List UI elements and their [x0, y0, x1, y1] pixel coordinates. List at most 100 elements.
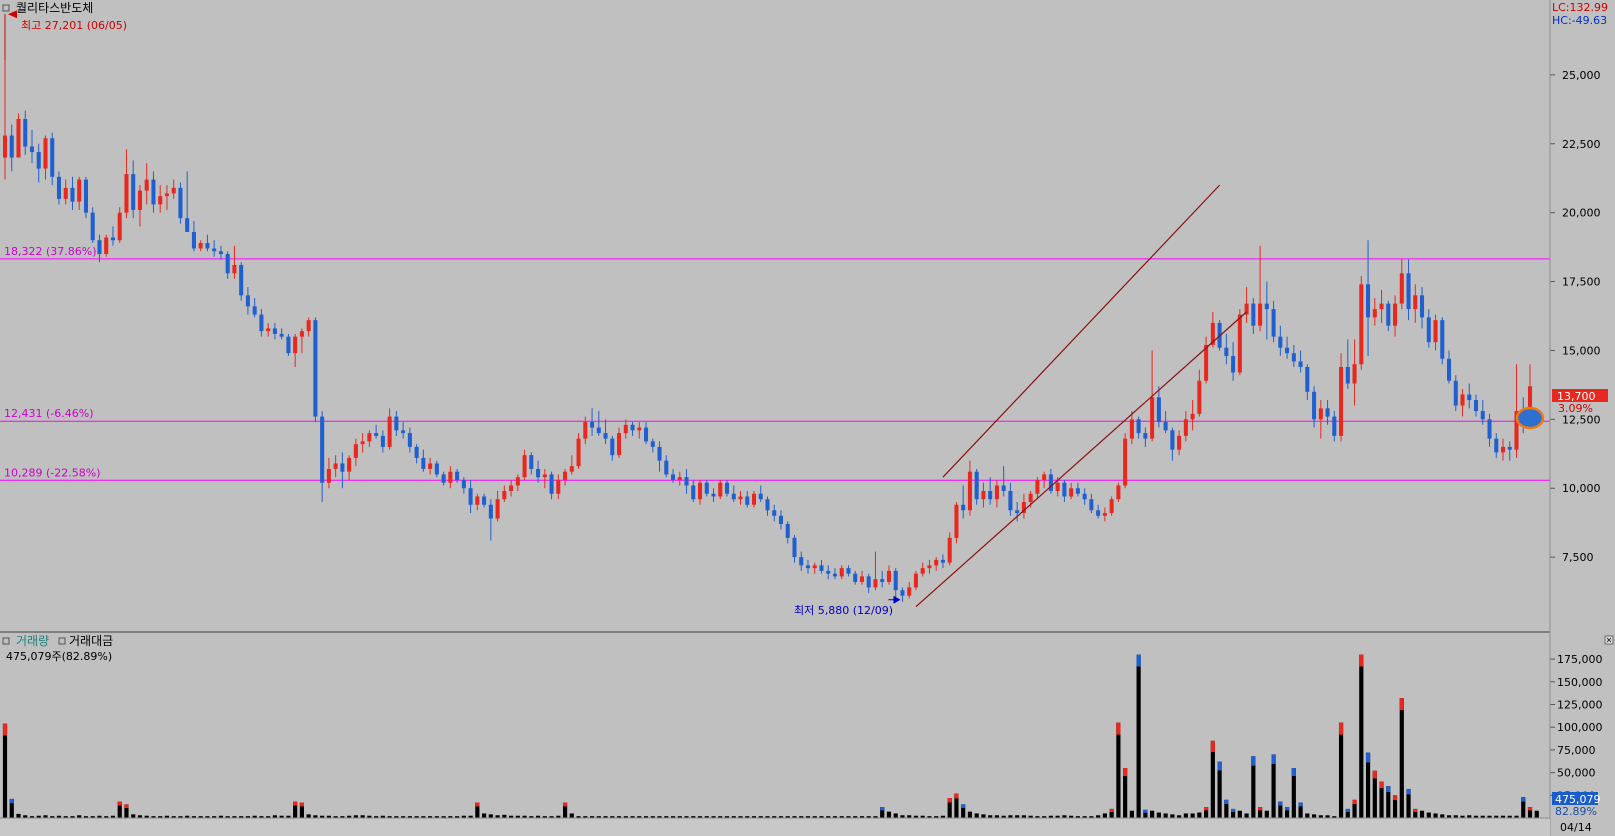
candle[interactable]	[252, 298, 257, 318]
volume-bar[interactable]	[1487, 815, 1492, 818]
volume-bar[interactable]	[765, 816, 770, 818]
candle[interactable]	[1237, 309, 1242, 376]
volume-bar[interactable]	[104, 816, 109, 818]
volume-bar[interactable]	[1521, 797, 1526, 818]
candle[interactable]	[1406, 259, 1411, 321]
candle[interactable]	[1447, 350, 1452, 384]
volume-bar[interactable]	[1163, 813, 1168, 818]
candle[interactable]	[320, 411, 325, 502]
volume-bar[interactable]	[1156, 812, 1161, 818]
candle[interactable]	[832, 568, 838, 580]
candle[interactable]	[1440, 317, 1445, 365]
volume-bar[interactable]	[279, 815, 284, 818]
candle[interactable]	[164, 185, 169, 210]
volume-bar[interactable]	[812, 816, 817, 818]
volume-bar[interactable]	[225, 816, 230, 818]
volume-bar[interactable]	[805, 816, 811, 818]
volume-bar[interactable]	[778, 816, 784, 818]
volume-bar[interactable]	[2, 723, 8, 818]
candle[interactable]	[1514, 364, 1519, 458]
volume-bar[interactable]	[137, 815, 143, 818]
candle[interactable]	[1062, 479, 1067, 502]
candle[interactable]	[1480, 400, 1485, 425]
candle[interactable]	[1204, 336, 1209, 384]
volume-bar[interactable]	[893, 813, 898, 818]
candle[interactable]	[515, 474, 520, 491]
volume-bar[interactable]	[1500, 815, 1506, 818]
candle[interactable]	[137, 185, 142, 227]
volume-bar[interactable]	[745, 816, 750, 818]
candle[interactable]	[1487, 413, 1492, 447]
volume-bar[interactable]	[1372, 770, 1377, 818]
volume-bar[interactable]	[1514, 815, 1519, 818]
candle[interactable]	[1197, 369, 1202, 417]
volume-bar[interactable]	[110, 815, 116, 818]
candle[interactable]	[751, 490, 757, 508]
candle[interactable]	[1399, 259, 1404, 310]
candle[interactable]	[212, 240, 217, 257]
volume-bar[interactable]	[158, 816, 163, 818]
channel-upper-line[interactable]	[942, 184, 1221, 478]
volume-bar[interactable]	[306, 814, 311, 818]
volume-bar[interactable]	[394, 816, 399, 818]
candle[interactable]	[97, 234, 102, 263]
candle[interactable]	[421, 449, 426, 472]
volume-bar[interactable]	[974, 813, 979, 818]
candle[interactable]	[90, 207, 95, 243]
volume-bar[interactable]	[1150, 810, 1155, 818]
volume-bar[interactable]	[846, 816, 851, 818]
candle[interactable]	[1433, 314, 1438, 351]
candle[interactable]	[225, 251, 230, 279]
volume-bar[interactable]	[1204, 807, 1209, 818]
volume-bar[interactable]	[873, 816, 878, 818]
volume-bar[interactable]	[1399, 698, 1404, 818]
volume-bar[interactable]	[677, 816, 682, 818]
candle[interactable]	[1460, 389, 1465, 417]
volume-bar[interactable]	[1527, 807, 1533, 818]
volume-bar[interactable]	[353, 815, 358, 818]
candle[interactable]	[448, 466, 453, 489]
volume-bar[interactable]	[738, 816, 743, 818]
volume-bar[interactable]	[1257, 807, 1263, 818]
candle[interactable]	[569, 455, 574, 475]
volume-bar[interactable]	[562, 802, 568, 818]
candle[interactable]	[124, 149, 129, 219]
volume-pane-close-icon[interactable]	[1604, 635, 1614, 645]
volume-bar[interactable]	[1473, 815, 1479, 818]
volume-bar[interactable]	[826, 816, 831, 818]
volume-bar[interactable]	[1089, 816, 1094, 818]
candle[interactable]	[502, 485, 507, 502]
candle[interactable]	[63, 179, 68, 205]
candle[interactable]	[293, 333, 298, 367]
candle[interactable]	[846, 565, 851, 577]
volume-bar[interactable]	[56, 815, 62, 818]
candle[interactable]	[772, 504, 777, 522]
volume-bar[interactable]	[1406, 788, 1411, 818]
volume-bar[interactable]	[43, 815, 48, 818]
candle[interactable]	[603, 419, 608, 445]
candle[interactable]	[1035, 477, 1040, 500]
candle[interactable]	[1008, 482, 1013, 516]
volume-bar[interactable]	[1379, 781, 1384, 818]
volume-bar[interactable]	[1136, 654, 1141, 818]
volume-bar[interactable]	[1467, 815, 1472, 818]
trading-value-legend-label[interactable]: 거래대금	[69, 634, 113, 648]
volume-bar[interactable]	[266, 816, 271, 818]
candle[interactable]	[279, 328, 284, 340]
volume-bar[interactable]	[185, 815, 190, 818]
volume-bar[interactable]	[1224, 799, 1229, 818]
volume-bar[interactable]	[77, 815, 82, 818]
volume-bar[interactable]	[961, 804, 966, 818]
candle[interactable]	[455, 468, 460, 483]
candle[interactable]	[610, 435, 615, 461]
candle[interactable]	[907, 581, 912, 599]
volume-bar[interactable]	[502, 814, 507, 818]
volume-bar[interactable]	[940, 815, 946, 818]
candle[interactable]	[1143, 427, 1148, 447]
candle[interactable]	[495, 490, 500, 522]
volume-bar[interactable]	[1015, 815, 1020, 818]
candle[interactable]	[475, 493, 480, 511]
volume-bar[interactable]	[913, 815, 919, 818]
candle[interactable]	[70, 176, 75, 210]
volume-bar[interactable]	[1069, 815, 1074, 818]
